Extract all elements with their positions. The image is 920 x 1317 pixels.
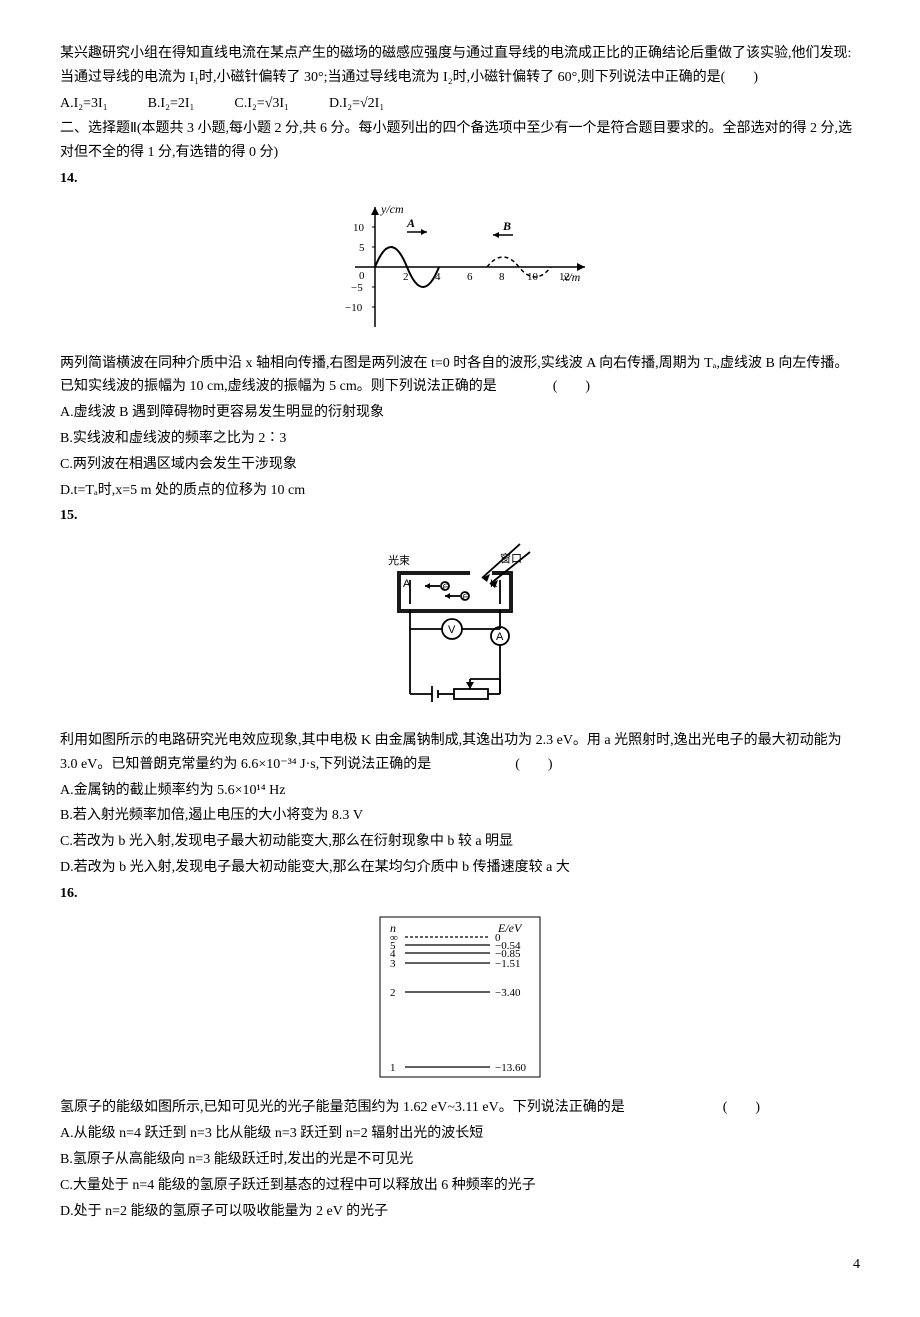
y-label: y/cm <box>380 202 404 216</box>
q13-stem: 某兴趣研究小组在得知直线电流在某点产生的磁场的磁感应强度与通过直导线的电流成正比… <box>60 42 860 90</box>
svg-text:B: B <box>502 219 511 233</box>
q15-body: 利用如图所示的电路研究光电效应现象,其中电极 K 由金属钠制成,其逸出功为 2.… <box>60 729 860 777</box>
q16-opt-c: C.大量处于 n=4 能级的氢原子跃迁到基态的过程中可以释放出 6 种频率的光子 <box>60 1174 860 1198</box>
svg-text:0: 0 <box>359 270 365 282</box>
wave-b-arrow: B <box>493 219 513 238</box>
q14-body: 两列简谐横波在同种介质中沿 x 轴相向传播,右图是两列波在 t=0 时各自的波形… <box>60 352 860 400</box>
q14-number: 14. <box>60 167 860 191</box>
q15-opt-c: C.若改为 b 光入射,发现电子最大初动能变大,那么在衍射现象中 b 较 a 明… <box>60 830 860 854</box>
svg-text:6: 6 <box>467 271 473 283</box>
x-ticks: 2 4 6 8 10 12 <box>403 271 570 283</box>
q15-number: 15. <box>60 504 860 528</box>
svg-text:8: 8 <box>499 271 505 283</box>
svg-text:窗口: 窗口 <box>500 551 522 565</box>
svg-text:−10: −10 <box>345 302 363 314</box>
q13-options: A.I₂=3I₁ B.I₂=2I₁ C.I₂=√3I₁ D.I₂=√2I₁ <box>60 92 860 116</box>
q15-figure: A K V A 窗口 光束 ⊖ ⊖ <box>60 534 860 723</box>
page-number: 4 <box>60 1253 860 1277</box>
svg-text:2: 2 <box>403 271 409 283</box>
q16-opt-a: A.从能级 n=4 跃迁到 n=3 比从能级 n=3 跃迁到 n=2 辐射出光的… <box>60 1122 860 1146</box>
q13-opt-a: A.I₂=3I₁ <box>60 92 108 116</box>
svg-text:光束: 光束 <box>388 553 410 567</box>
energy-headers: n E/eV <box>390 921 523 935</box>
x-label: x/m <box>562 270 581 284</box>
svg-text:2: 2 <box>390 987 396 999</box>
circuit-labels: A K V A 窗口 光束 <box>388 551 522 643</box>
svg-text:A: A <box>496 631 504 643</box>
energy-levels: ∞05−0.544−0.853−1.512−3.401−13.60 <box>390 932 526 1074</box>
svg-text:E/eV: E/eV <box>497 921 523 935</box>
q14-opt-a: A.虚线波 B 遇到障碍物时更容易发生明显的衍射现象 <box>60 401 860 425</box>
q14-opt-d: D.t=Tₐ时,x=5 m 处的质点的位移为 10 cm <box>60 479 860 503</box>
q15-opt-b: B.若入射光频率加倍,遏止电压的大小将变为 8.3 V <box>60 804 860 828</box>
wave-a-arrow: A <box>406 216 427 235</box>
svg-text:−3.40: −3.40 <box>495 987 521 999</box>
q14-figure: 10 5 0 −5 −10 2 4 6 8 10 12 A B <box>60 197 860 346</box>
q15-opt-a: A.金属钠的截止频率约为 5.6×10¹⁴ Hz <box>60 779 860 803</box>
q16-body: 氢原子的能级如图所示,已知可见光的光子能量范围约为 1.62 eV~3.11 e… <box>60 1096 860 1120</box>
svg-text:A: A <box>403 578 411 590</box>
svg-text:V: V <box>448 624 456 636</box>
section2-header: 二、选择题Ⅱ(本题共 3 小题,每小题 2 分,共 6 分。每小题列出的四个备选… <box>60 117 860 165</box>
svg-text:A: A <box>406 216 415 230</box>
svg-text:10: 10 <box>353 222 365 234</box>
y-ticks: 10 5 0 −5 −10 <box>345 222 375 314</box>
svg-text:3: 3 <box>390 958 396 970</box>
q16-figure: n E/eV ∞05−0.544−0.853−1.512−3.401−13.60 <box>60 912 860 1091</box>
q15-opt-d: D.若改为 b 光入射,发现电子最大初动能变大,那么在某均匀介质中 b 传播速度… <box>60 856 860 880</box>
svg-text:1: 1 <box>390 1062 396 1074</box>
y-arrow <box>371 207 379 215</box>
svg-text:−1.51: −1.51 <box>495 958 520 970</box>
q13-opt-b: B.I₂=2I₁ <box>148 92 195 116</box>
svg-text:K: K <box>490 578 498 590</box>
svg-text:⊖: ⊖ <box>442 582 450 593</box>
q13-opt-c: C.I₂=√3I₁ <box>234 92 289 116</box>
q16-number: 16. <box>60 882 860 906</box>
q14-opt-b: B.实线波和虚线波的频率之比为 2∶3 <box>60 427 860 451</box>
q14-opt-c: C.两列波在相遇区域内会发生干涉现象 <box>60 453 860 477</box>
svg-text:⊖: ⊖ <box>462 592 470 603</box>
q13-opt-d: D.I₂=√2I₁ <box>329 92 384 116</box>
svg-text:5: 5 <box>359 242 365 254</box>
svg-text:−5: −5 <box>351 282 363 294</box>
q16-opt-b: B.氢原子从高能级向 n=3 能级跃迁时,发出的光是不可见光 <box>60 1148 860 1172</box>
q16-opt-d: D.处于 n=2 能级的氢原子可以吸收能量为 2 eV 的光子 <box>60 1200 860 1224</box>
svg-text:−13.60: −13.60 <box>495 1062 526 1074</box>
